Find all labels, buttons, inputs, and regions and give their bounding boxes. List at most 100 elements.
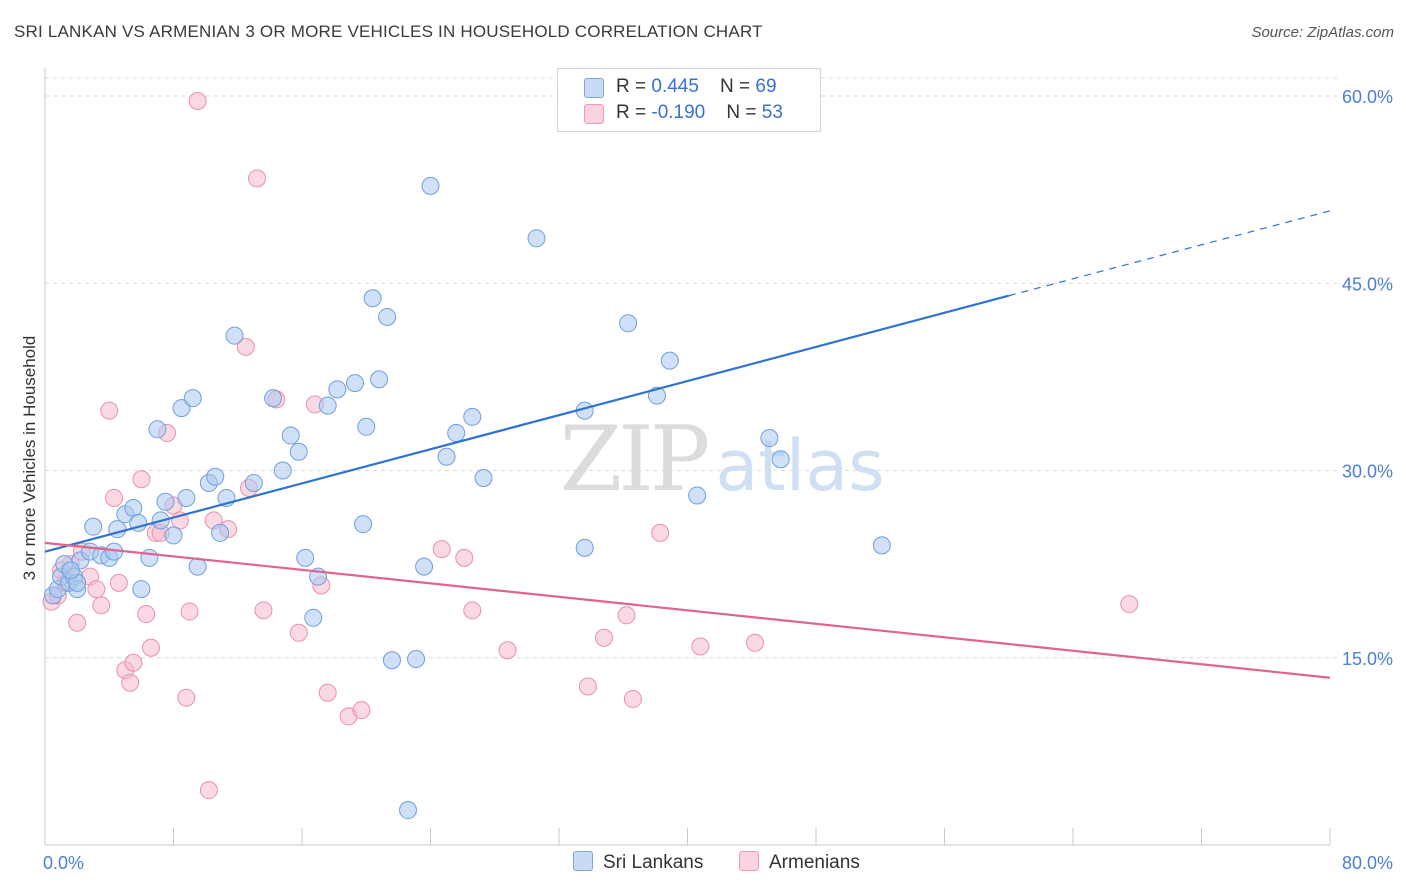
armenian-point bbox=[617, 606, 636, 625]
armenian-point bbox=[132, 470, 151, 489]
armenian-point bbox=[432, 540, 451, 559]
sri-lankan-point bbox=[164, 526, 183, 545]
sri-lankan-point bbox=[148, 420, 167, 439]
watermark-zip: ZIP bbox=[560, 407, 708, 512]
sri-lankan-point bbox=[771, 450, 790, 469]
sri-lankan-point bbox=[415, 557, 434, 576]
armenian-point bbox=[87, 580, 106, 599]
legend-n-label: N = bbox=[720, 76, 756, 97]
armenian-point bbox=[137, 605, 156, 624]
y-tick-label: 30.0% bbox=[1342, 462, 1393, 482]
y-tick-label: 60.0% bbox=[1342, 87, 1393, 107]
legend-n-label: N = bbox=[726, 102, 762, 123]
sri-lankan-point bbox=[660, 351, 679, 370]
sri-lankan-point bbox=[619, 314, 638, 333]
sri-lankan-point bbox=[872, 536, 891, 555]
legend-r-label: R = bbox=[616, 76, 652, 97]
sri-lankan-point bbox=[399, 801, 418, 820]
source-label: Source: ZipAtlas.com bbox=[1251, 24, 1394, 41]
legend-r-value: -0.190 bbox=[651, 102, 706, 123]
sri-lankan-point bbox=[225, 326, 244, 345]
sri-lankan-point bbox=[206, 467, 225, 486]
armenian-point bbox=[109, 573, 128, 592]
armenian-point bbox=[248, 169, 267, 188]
sri-lankan-point bbox=[527, 229, 546, 248]
armenian-point bbox=[68, 613, 87, 632]
sri-lankan-point bbox=[188, 557, 207, 576]
armenians-trend-line bbox=[44, 541, 1331, 679]
armenian-point bbox=[498, 641, 517, 660]
legend-r-label: R = bbox=[616, 102, 652, 123]
sri-lankan-point bbox=[124, 498, 143, 517]
armenian-point bbox=[594, 628, 613, 647]
sri-lankan-point bbox=[407, 649, 426, 668]
sri-lankan-point bbox=[328, 380, 347, 399]
sri-lankan-point bbox=[273, 461, 292, 480]
armenians-legend-swatch bbox=[739, 851, 759, 871]
sri-lankan-point bbox=[281, 426, 300, 445]
x-tick-label: 0.0% bbox=[43, 853, 84, 873]
sri-lankan-point bbox=[447, 424, 466, 443]
y-tick-label: 45.0% bbox=[1342, 274, 1393, 294]
sri-lankan-point bbox=[296, 548, 315, 567]
sri-lankan-point bbox=[318, 396, 337, 415]
sri-lankan-point bbox=[84, 517, 103, 536]
sri-lankan-point bbox=[132, 580, 151, 599]
armenian-point bbox=[142, 638, 161, 657]
armenian-point bbox=[100, 401, 119, 420]
sri-lankan-point bbox=[378, 307, 397, 326]
sri-lankans-legend-swatch bbox=[573, 851, 593, 871]
sri-lankan-point bbox=[211, 523, 230, 542]
armenian-point bbox=[463, 601, 482, 620]
sri-lankan-point bbox=[474, 468, 493, 487]
sri-lankans-trend-extension bbox=[1008, 210, 1331, 297]
sri-lankan-point bbox=[760, 429, 779, 448]
sri-lankans-trend-line bbox=[44, 294, 1010, 553]
armenians-legend-label: Armenians bbox=[769, 852, 860, 873]
armenian-point bbox=[651, 523, 670, 542]
sri-lankan-point bbox=[61, 561, 80, 580]
bottom-legend-sri-lankans: Sri Lankans bbox=[573, 851, 703, 874]
armenian-point bbox=[180, 602, 199, 621]
watermark-atlas: atlas bbox=[715, 425, 884, 507]
armenian-point bbox=[236, 337, 255, 356]
sri-lankan-point bbox=[183, 389, 202, 408]
sri-lankan-point bbox=[354, 515, 373, 534]
armenian-point bbox=[1120, 595, 1139, 614]
legend-n-value: 69 bbox=[755, 76, 777, 97]
sri-lankan-point bbox=[346, 374, 365, 393]
sri-lankan-point bbox=[289, 442, 308, 461]
armenian-point bbox=[289, 623, 308, 642]
sri-lankans-swatch bbox=[584, 78, 604, 98]
sri-lankan-point bbox=[382, 651, 401, 670]
sri-lankan-point bbox=[357, 417, 376, 436]
armenians-swatch bbox=[584, 104, 604, 124]
sri-lankan-point bbox=[421, 176, 440, 195]
armenian-point bbox=[105, 488, 124, 507]
armenian-point bbox=[254, 601, 273, 620]
armenian-point bbox=[199, 781, 218, 800]
sri-lankan-point bbox=[140, 548, 159, 567]
sri-lankan-point bbox=[363, 289, 382, 308]
stats-legend: R = 0.445 N = 69 R = -0.190 N = 53 bbox=[557, 68, 821, 132]
armenian-point bbox=[352, 701, 371, 720]
armenian-point bbox=[745, 633, 764, 652]
sri-lankans-legend-label: Sri Lankans bbox=[603, 852, 704, 873]
armenian-point bbox=[177, 688, 196, 707]
x-tick-label: 80.0% bbox=[1342, 853, 1393, 873]
sri-lankan-point bbox=[370, 370, 389, 389]
bottom-legend-armenians: Armenians bbox=[739, 851, 860, 874]
legend-r-value: 0.445 bbox=[651, 76, 699, 97]
sri-lankan-point bbox=[177, 488, 196, 507]
armenian-point bbox=[124, 653, 143, 672]
armenian-point bbox=[691, 637, 710, 656]
sri-lankan-point bbox=[304, 608, 323, 627]
armenian-point bbox=[318, 683, 337, 702]
sri-lankan-point bbox=[463, 407, 482, 426]
sri-lankan-point bbox=[437, 447, 456, 466]
y-tick-label: 15.0% bbox=[1342, 649, 1393, 669]
armenian-point bbox=[121, 673, 140, 692]
armenian-point bbox=[188, 91, 207, 110]
sri-lankan-point bbox=[172, 399, 191, 418]
